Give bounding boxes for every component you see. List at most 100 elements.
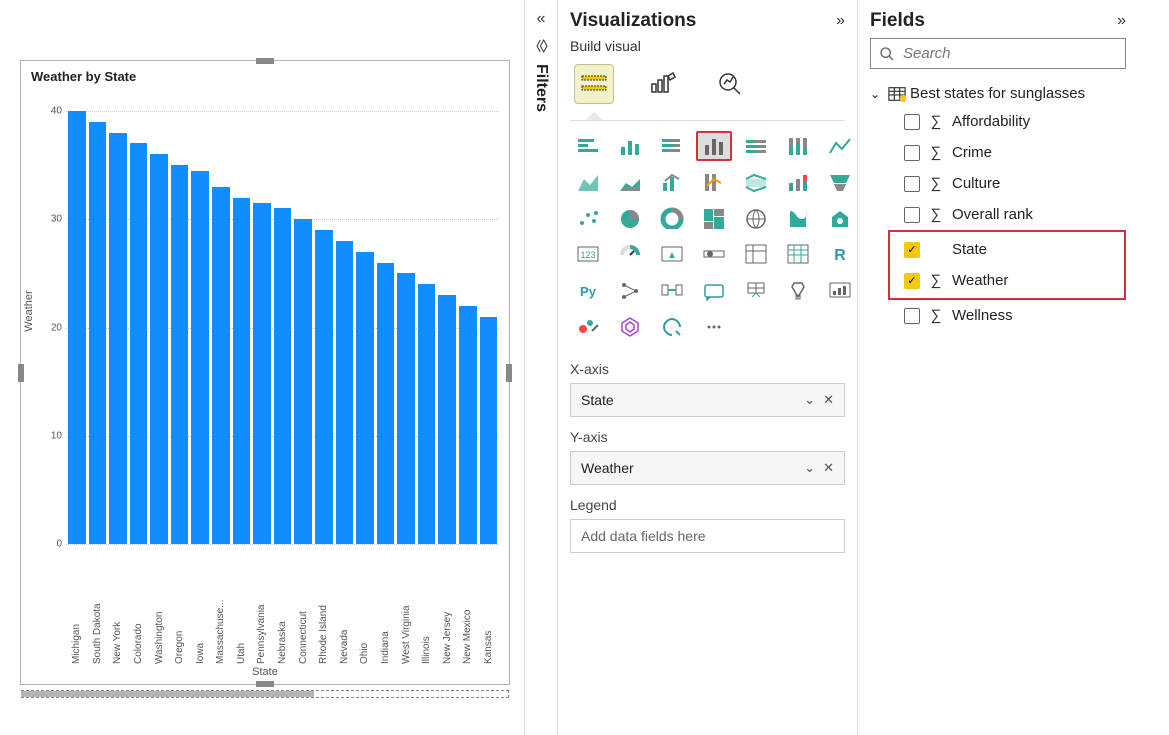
- field-wellness[interactable]: ∑Wellness: [870, 300, 1126, 331]
- field-checkbox[interactable]: [904, 145, 920, 161]
- bar[interactable]: [377, 263, 395, 544]
- viz-type-32[interactable]: [738, 275, 774, 305]
- search-input[interactable]: [903, 45, 1117, 62]
- bar[interactable]: [253, 203, 271, 544]
- field-affordability[interactable]: ∑Affordability: [870, 106, 1126, 137]
- collapse-visualizations-icon[interactable]: »: [836, 12, 845, 30]
- field-checkbox[interactable]: [904, 207, 920, 223]
- field-crime[interactable]: ∑Crime: [870, 137, 1126, 168]
- bar[interactable]: [356, 252, 374, 544]
- viz-type-23[interactable]: ▲: [654, 239, 690, 269]
- viz-type-36[interactable]: [612, 311, 648, 341]
- bar[interactable]: [171, 165, 189, 544]
- field-checkbox[interactable]: [904, 114, 920, 130]
- bar[interactable]: [459, 306, 477, 544]
- viz-type-29[interactable]: [612, 275, 648, 305]
- remove-field-icon[interactable]: ✕: [823, 392, 834, 408]
- viz-type-3[interactable]: [696, 131, 732, 161]
- viz-type-14[interactable]: [570, 203, 606, 233]
- viz-type-17[interactable]: [696, 203, 732, 233]
- field-checkbox[interactable]: [904, 242, 920, 258]
- bar[interactable]: [191, 171, 209, 544]
- bar[interactable]: [109, 133, 127, 544]
- viz-type-13[interactable]: [822, 167, 858, 197]
- horizontal-scrollbar[interactable]: [21, 690, 509, 698]
- viz-type-8[interactable]: [612, 167, 648, 197]
- bar[interactable]: [397, 273, 415, 544]
- field-checkbox[interactable]: [904, 308, 920, 324]
- analytics-tab[interactable]: [710, 64, 750, 104]
- field-checkbox[interactable]: [904, 273, 920, 289]
- bar[interactable]: [89, 122, 107, 544]
- viz-type-20[interactable]: [822, 203, 858, 233]
- collapse-fields-icon[interactable]: »: [1117, 12, 1126, 30]
- viz-type-27[interactable]: R: [822, 239, 858, 269]
- viz-type-22[interactable]: [612, 239, 648, 269]
- bar[interactable]: [212, 187, 230, 544]
- resize-handle-left[interactable]: [18, 364, 24, 382]
- viz-type-28[interactable]: Py: [570, 275, 606, 305]
- viz-type-16[interactable]: [654, 203, 690, 233]
- field-weather[interactable]: ∑Weather: [890, 265, 1124, 296]
- viz-type-21[interactable]: 123: [570, 239, 606, 269]
- resize-handle-bottom[interactable]: [256, 681, 274, 687]
- bar[interactable]: [68, 111, 86, 544]
- viz-type-26[interactable]: [780, 239, 816, 269]
- bar[interactable]: [315, 230, 333, 544]
- field-checkbox[interactable]: [904, 176, 920, 192]
- x-axis-field-well[interactable]: State ⌄✕: [570, 383, 845, 417]
- bar[interactable]: [233, 198, 251, 544]
- viz-type-35[interactable]: [570, 311, 606, 341]
- viz-type-7[interactable]: [570, 167, 606, 197]
- x-category-label: Ohio: [359, 544, 370, 664]
- chevron-down-icon[interactable]: ⌄: [804, 460, 815, 476]
- y-axis-field-well[interactable]: Weather ⌄✕: [570, 451, 845, 485]
- viz-type-34[interactable]: [822, 275, 858, 305]
- bar[interactable]: [130, 143, 148, 544]
- viz-type-24[interactable]: [696, 239, 732, 269]
- table-header[interactable]: ⌄ Best states for sunglasses: [870, 81, 1126, 106]
- field-state[interactable]: State: [890, 234, 1124, 265]
- resize-handle-top[interactable]: [256, 58, 274, 64]
- build-visual-tab[interactable]: [574, 64, 614, 104]
- bar[interactable]: [480, 317, 498, 544]
- chevron-down-icon[interactable]: ⌄: [804, 392, 815, 408]
- fields-search[interactable]: [870, 38, 1126, 69]
- format-visual-tab[interactable]: [642, 64, 682, 104]
- viz-type-18[interactable]: [738, 203, 774, 233]
- viz-type-25[interactable]: [738, 239, 774, 269]
- field-overall-rank[interactable]: ∑Overall rank: [870, 199, 1126, 230]
- viz-type-11[interactable]: [738, 167, 774, 197]
- viz-type-10[interactable]: [696, 167, 732, 197]
- viz-type-31[interactable]: [696, 275, 732, 305]
- expand-filters-icon[interactable]: «: [537, 10, 546, 28]
- viz-type-0[interactable]: [570, 131, 606, 161]
- viz-type-12[interactable]: [780, 167, 816, 197]
- viz-type-30[interactable]: [654, 275, 690, 305]
- bar[interactable]: [150, 154, 168, 544]
- viz-type-15[interactable]: [612, 203, 648, 233]
- bar[interactable]: [294, 219, 312, 544]
- resize-handle-right[interactable]: [506, 364, 512, 382]
- report-canvas[interactable]: Weather by State Weather 010203040 Michi…: [0, 0, 524, 735]
- bar[interactable]: [438, 295, 456, 544]
- filters-pane-collapsed[interactable]: « Filters: [524, 0, 558, 735]
- viz-type-9[interactable]: [654, 167, 690, 197]
- visual-container[interactable]: Weather by State Weather 010203040 Michi…: [20, 60, 510, 685]
- viz-type-1[interactable]: [612, 131, 648, 161]
- bar[interactable]: [418, 284, 436, 544]
- viz-type-2[interactable]: [654, 131, 690, 161]
- field-name: Wellness: [952, 307, 1013, 324]
- remove-field-icon[interactable]: ✕: [823, 460, 834, 476]
- field-culture[interactable]: ∑Culture: [870, 168, 1126, 199]
- legend-field-well[interactable]: Add data fields here: [570, 519, 845, 553]
- bar[interactable]: [274, 208, 292, 544]
- viz-type-33[interactable]: [780, 275, 816, 305]
- bar[interactable]: [336, 241, 354, 544]
- viz-type-19[interactable]: [780, 203, 816, 233]
- viz-type-5[interactable]: [780, 131, 816, 161]
- viz-type-6[interactable]: [822, 131, 858, 161]
- viz-type-4[interactable]: [738, 131, 774, 161]
- viz-type-38[interactable]: [696, 311, 732, 341]
- viz-type-37[interactable]: [654, 311, 690, 341]
